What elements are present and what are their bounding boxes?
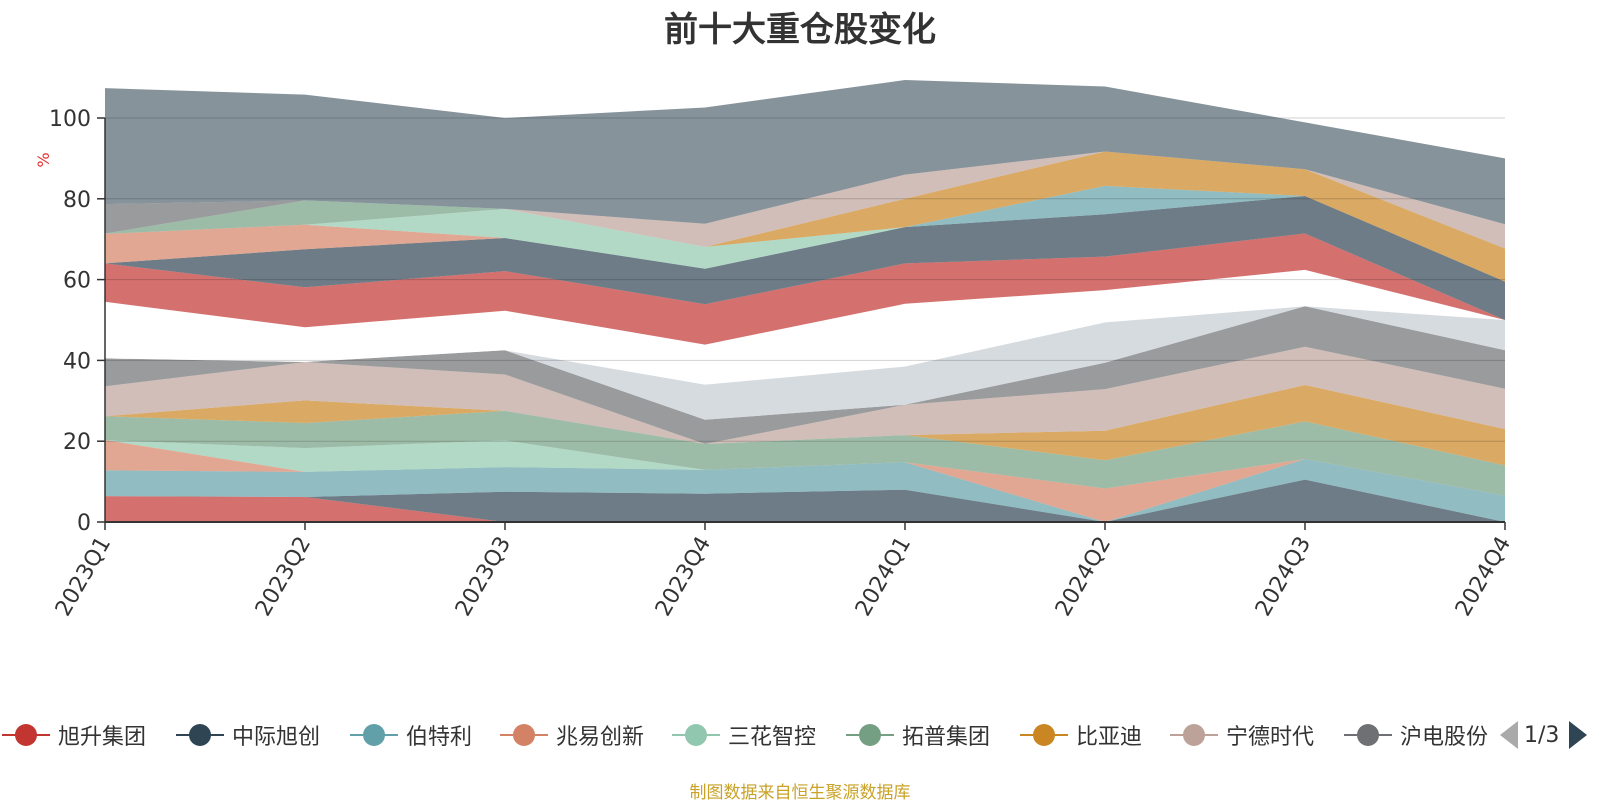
legend-page-indicator: 1/3 bbox=[1524, 722, 1560, 748]
x-tick-label: 2024Q2 bbox=[1051, 533, 1116, 621]
area-series-2 bbox=[105, 479, 1505, 522]
area-series-17 bbox=[105, 185, 1505, 282]
grid-lines bbox=[105, 117, 1505, 442]
legend-item[interactable]: 中际旭创 bbox=[176, 718, 320, 752]
y-tick-label: 100 bbox=[49, 107, 91, 132]
triangle-right-icon[interactable] bbox=[1569, 721, 1588, 749]
x-tick-label: 2024Q3 bbox=[1251, 533, 1316, 621]
area-series-20 bbox=[105, 151, 1505, 282]
stacked-areas bbox=[105, 80, 1505, 522]
legend-label: 三花智控 bbox=[728, 725, 817, 750]
legend-item[interactable]: 比亚迪 bbox=[1020, 718, 1142, 752]
legend-marker-icon bbox=[846, 718, 894, 752]
y-tick-label: 60 bbox=[63, 269, 91, 294]
y-tick-label: 80 bbox=[63, 188, 91, 213]
legend-marker-icon bbox=[1020, 718, 1068, 752]
triangle-left-icon[interactable] bbox=[1500, 721, 1518, 749]
legend-label: 拓普集团 bbox=[902, 725, 991, 750]
source-note: 制图数据来自恒生聚源数据库 bbox=[689, 783, 911, 803]
area-series-6 bbox=[105, 410, 1505, 496]
chart-area: 0 20 40 60 80 100% 2023Q1 2023Q2 2023Q3 2023Q4 202… bbox=[34, 80, 1516, 621]
area-series-19 bbox=[105, 185, 1505, 282]
legend-item[interactable]: 宁德时代 bbox=[1170, 718, 1314, 752]
legend-marker-icon bbox=[672, 718, 720, 752]
legend-marker-icon bbox=[2, 718, 50, 752]
legend-label: 兆易创新 bbox=[556, 725, 645, 750]
area-series-23 bbox=[105, 80, 1505, 225]
area-series-11 bbox=[105, 306, 1505, 420]
y-tick-label: 40 bbox=[63, 349, 91, 374]
x-tick-label: 2023Q3 bbox=[451, 533, 516, 621]
x-tick-label: 2023Q1 bbox=[51, 533, 116, 621]
area-series-15 bbox=[105, 196, 1505, 320]
legend-pager: 1/3 bbox=[1500, 718, 1588, 752]
chart-title: 前十大重仓股变化 bbox=[664, 10, 936, 50]
legend: 旭升集团 中际旭创 伯特利 兆易创新 三花智控 拓普集团 比亚迪 宁德时代 沪电股份 1/3 bbox=[0, 718, 1600, 752]
legend-item[interactable]: 拓普集团 bbox=[846, 718, 990, 752]
area-series-7 bbox=[105, 385, 1505, 466]
legend-label: 比亚迪 bbox=[1076, 725, 1143, 750]
area-series-12 bbox=[105, 301, 1505, 385]
legend-marker-icon bbox=[500, 718, 548, 752]
legend-label: 中际旭创 bbox=[232, 725, 321, 750]
legend-marker-icon bbox=[1344, 718, 1392, 752]
legend-marker-icon bbox=[350, 718, 398, 752]
area-series-1 bbox=[105, 496, 1505, 522]
area-series-5 bbox=[105, 440, 1505, 496]
area-series-4 bbox=[105, 440, 1505, 522]
area-series-13 bbox=[105, 269, 1505, 345]
x-tick-label: 2023Q4 bbox=[651, 533, 716, 621]
legend-marker-icon bbox=[1170, 718, 1218, 752]
legend-item[interactable]: 三花智控 bbox=[672, 718, 816, 752]
x-tick-label: 2024Q1 bbox=[851, 533, 916, 621]
legend-label: 沪电股份 bbox=[1400, 725, 1489, 750]
area-series-21 bbox=[105, 151, 1505, 249]
legend-item[interactable]: 兆易创新 bbox=[500, 718, 644, 752]
legend-item[interactable]: 旭升集团 bbox=[2, 718, 146, 752]
legend-marker-icon bbox=[176, 718, 224, 752]
area-series-8 bbox=[105, 346, 1505, 444]
x-tick-label: 2024Q4 bbox=[1451, 533, 1516, 621]
legend-label: 伯特利 bbox=[406, 725, 473, 750]
area-series-14 bbox=[105, 233, 1505, 345]
y-tick-label: 0 bbox=[77, 511, 91, 536]
legend-item[interactable]: 沪电股份 bbox=[1344, 718, 1492, 752]
y-axis-label: % bbox=[34, 152, 53, 167]
x-tick-label: 2023Q2 bbox=[251, 533, 316, 621]
y-tick-label: 20 bbox=[63, 430, 91, 455]
legend-label: 宁德时代 bbox=[1226, 725, 1315, 750]
area-series-9 bbox=[105, 306, 1505, 444]
legend-label: 旭升集团 bbox=[58, 725, 147, 750]
legend-item[interactable]: 伯特利 bbox=[350, 718, 472, 752]
